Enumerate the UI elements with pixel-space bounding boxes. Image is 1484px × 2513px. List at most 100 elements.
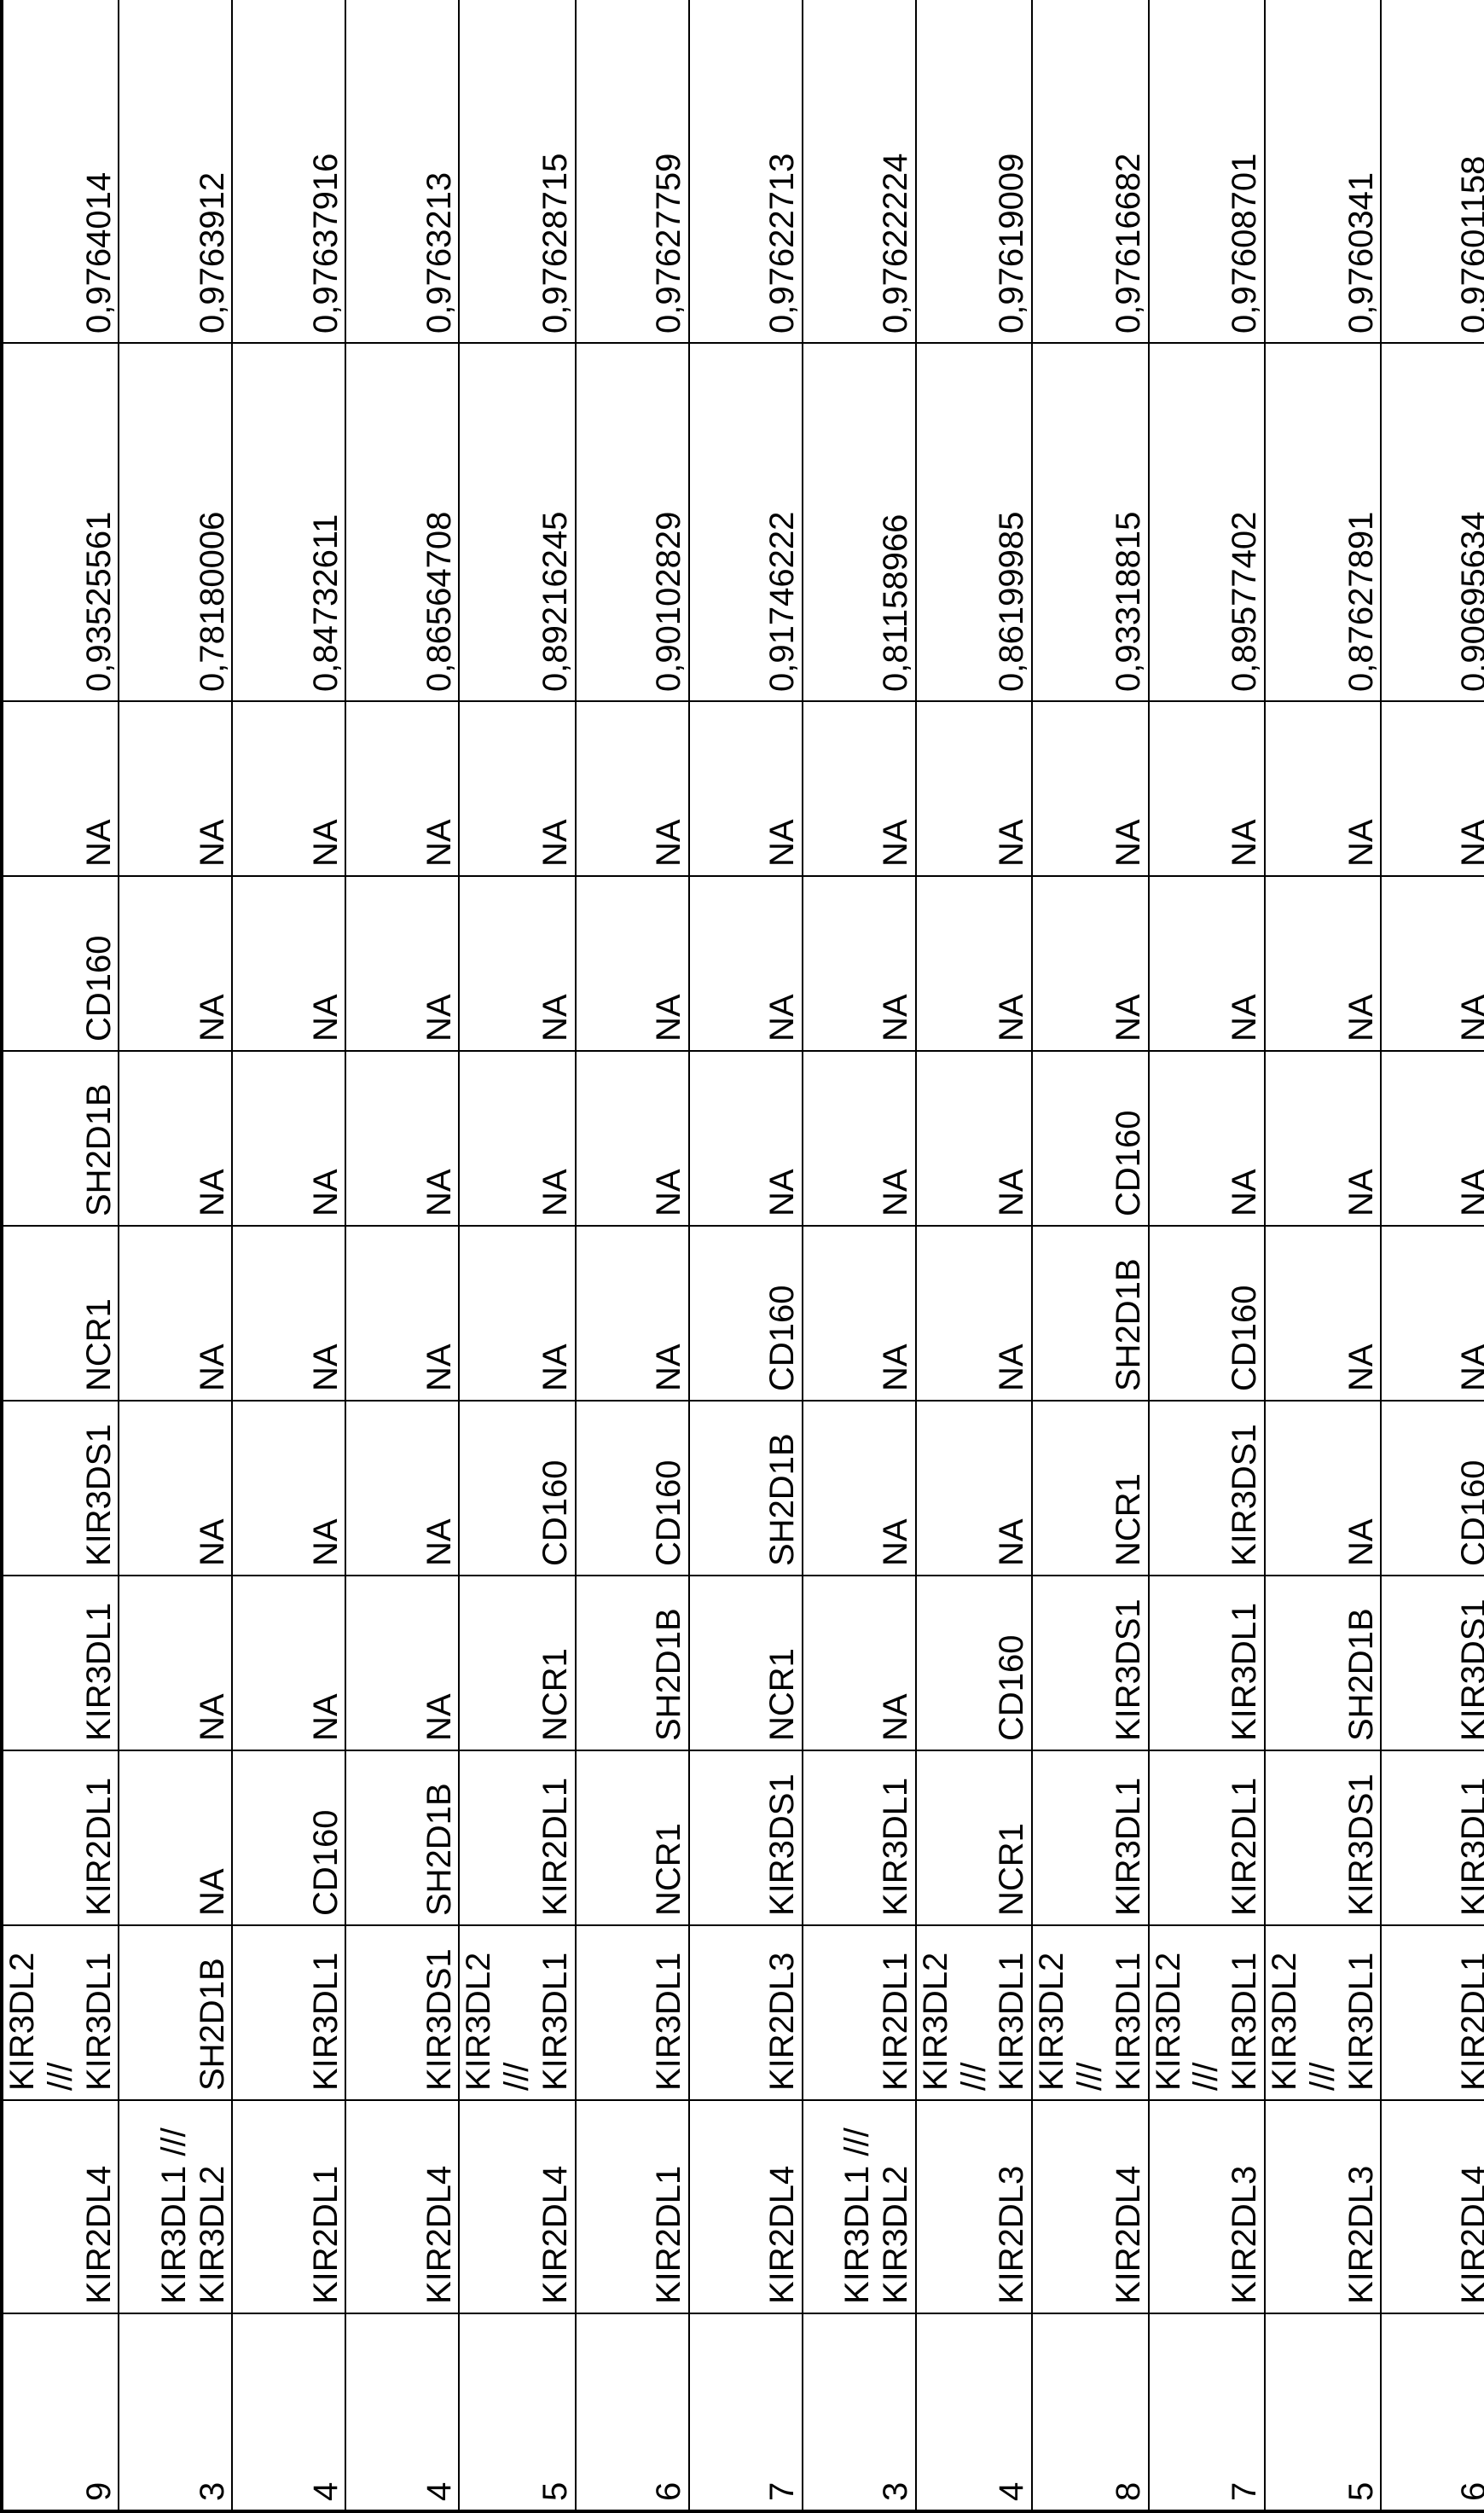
- gene-cell-5: NA: [802, 1401, 916, 1576]
- gene-cell-9: NA: [345, 701, 460, 876]
- gene-cell-1: KIR2DL4: [1032, 2100, 1149, 2313]
- gene-cell-4: NA: [802, 1576, 916, 1750]
- table-row: 4 KIR2DL4 KIR3DS1 SH2D1B NA NA NA NA NA NA 0,86564…: [345, 0, 460, 2511]
- row-index-cell: 6: [1381, 2313, 1484, 2511]
- gene-cell-1: KIR2DL3: [915, 2100, 1033, 2313]
- gene-cell-8: NA: [1264, 876, 1382, 1051]
- gene-cell-9: NA: [1381, 701, 1484, 876]
- gene-cell-7: NA: [119, 1051, 233, 1226]
- gene-cell-1: KIR2DL4: [2, 2100, 119, 2313]
- gene-cell-4: KIR3DL1: [2, 1576, 119, 1750]
- table-row: 6 KIR2DL1 KIR3DL1 NCR1 SH2D1B CD160 NA NA NA NA 0,…: [575, 0, 689, 2511]
- value-cell-1: 0,93318815: [1032, 343, 1149, 701]
- gene-cell-1: KIR2DL4: [345, 2100, 460, 2313]
- gene-cell-2: KIR2DL1: [802, 1925, 916, 2100]
- gene-cell-4: KIR3DS1: [1032, 1576, 1149, 1750]
- gene-cell-3: KIR3DL1: [1381, 1750, 1484, 1925]
- gene-cell-8: NA: [688, 876, 803, 1051]
- value-cell-2: 0,97628715: [459, 0, 576, 343]
- gene-cell-6: CD160: [1148, 1226, 1265, 1401]
- value-cell-1: 0,81158966: [802, 343, 916, 701]
- gene-cell-9: NA: [459, 701, 576, 876]
- gene-cell-5: CD160: [1381, 1401, 1484, 1576]
- gene-cell-4: KIR3DL1: [1148, 1576, 1265, 1750]
- value-cell-1: 0,90102829: [575, 343, 689, 701]
- gene-cell-1: KIR3DL1 /// KIR3DL2: [802, 2100, 916, 2313]
- row-index-cell: 5: [459, 2313, 576, 2511]
- gene-cell-1: KIR2DL1: [232, 2100, 346, 2313]
- gene-cell-6: CD160: [688, 1226, 803, 1401]
- gene-cell-7: NA: [1148, 1051, 1265, 1226]
- gene-cell-6: NA: [1381, 1226, 1484, 1401]
- table-row: 5 KIR2DL3 KIR3DL2 /// KIR3DL1 KIR3DS1 SH2D1B…: [1264, 0, 1382, 2511]
- gene-cell-7: NA: [688, 1051, 803, 1226]
- gene-cell-2: KIR3DL2 /// KIR3DL1: [2, 1925, 119, 2100]
- row-index-cell: 3: [802, 2313, 916, 2511]
- gene-cell-9: NA: [575, 701, 689, 876]
- gene-cell-2: KIR3DL2 /// KIR3DL1: [915, 1925, 1033, 2100]
- gene-cell-4: NCR1: [688, 1576, 803, 1750]
- gene-cell-8: NA: [459, 876, 576, 1051]
- value-cell-2: 0,9760341: [1264, 0, 1382, 343]
- value-cell-2: 0,97622713: [688, 0, 803, 343]
- value-cell-1: 0,78180006: [119, 343, 233, 701]
- table-row: 3 KIR3DL1 /// KIR3DL2 KIR2DL1 KIR3DL1 NA NA NA…: [802, 0, 916, 2511]
- row-index-cell: 4: [232, 2313, 346, 2511]
- value-cell-1: 0,86564708: [345, 343, 460, 701]
- gene-cell-1: KIR2DL4: [1381, 2100, 1484, 2313]
- gene-cell-5: CD160: [575, 1401, 689, 1576]
- gene-cell-3: KIR3DS1: [688, 1750, 803, 1925]
- value-cell-2: 0,97616682: [1032, 0, 1149, 343]
- gene-cell-6: NA: [345, 1226, 460, 1401]
- gene-cell-5: KIR3DS1: [1148, 1401, 1265, 1576]
- row-index-cell: 6: [575, 2313, 689, 2511]
- gene-cell-3: NA: [119, 1750, 233, 1925]
- gene-cell-4: KIR3DS1: [1381, 1576, 1484, 1750]
- gene-cell-3: NCR1: [915, 1750, 1033, 1925]
- value-cell-2: 0,97601158: [1381, 0, 1484, 343]
- gene-cell-3: KIR3DL1: [1032, 1750, 1149, 1925]
- table-row: 7 KIR2DL3 KIR3DL2 /// KIR3DL1 KIR2DL1 KIR3DL…: [1148, 0, 1265, 2511]
- gene-cell-7: NA: [802, 1051, 916, 1226]
- gene-cell-9: NA: [2, 701, 119, 876]
- gene-cell-8: NA: [119, 876, 233, 1051]
- gene-cell-5: NA: [232, 1401, 346, 1576]
- gene-cell-7: NA: [345, 1051, 460, 1226]
- gene-cell-8: NA: [1381, 876, 1484, 1051]
- gene-cell-9: NA: [1264, 701, 1382, 876]
- row-index-cell: 5: [1264, 2313, 1382, 2511]
- gene-cell-2: KIR3DL2 /// KIR3DL1: [1264, 1925, 1382, 2100]
- gene-cell-9: NA: [119, 701, 233, 876]
- gene-cell-7: NA: [232, 1051, 346, 1226]
- gene-cell-4: CD160: [915, 1576, 1033, 1750]
- value-cell-1: 0,93525561: [2, 343, 119, 701]
- gene-cell-6: SH2D1B: [1032, 1226, 1149, 1401]
- value-cell-1: 0,91746222: [688, 343, 803, 701]
- gene-cell-9: NA: [802, 701, 916, 876]
- gene-cell-9: NA: [1148, 701, 1265, 876]
- gene-cell-4: NCR1: [459, 1576, 576, 1750]
- gene-cell-6: NA: [915, 1226, 1033, 1401]
- value-cell-2: 0,9763912: [119, 0, 233, 343]
- value-cell-1: 0,90695634: [1381, 343, 1484, 701]
- gene-cell-8: CD160: [2, 876, 119, 1051]
- row-index-cell: 4: [915, 2313, 1033, 2511]
- gene-cell-3: KIR3DS1: [1264, 1750, 1382, 1925]
- gene-cell-7: NA: [915, 1051, 1033, 1226]
- gene-cell-6: NA: [802, 1226, 916, 1401]
- table-row: 4 KIR2DL1 KIR3DL1 CD160 NA NA NA NA NA NA 0,847326…: [232, 0, 346, 2511]
- gene-cell-5: NA: [1264, 1401, 1382, 1576]
- table-row: 3 KIR3DL1 /// KIR3DL2 SH2D1B NA NA NA NA NA NA NA…: [119, 0, 233, 2511]
- gene-cell-1: KIR3DL1 /// KIR3DL2: [119, 2100, 233, 2313]
- gene-cell-2: KIR3DS1: [345, 1925, 460, 2100]
- value-cell-2: 0,97619009: [915, 0, 1033, 343]
- gene-cell-7: NA: [459, 1051, 576, 1226]
- gene-cell-8: NA: [1032, 876, 1149, 1051]
- gene-cell-4: SH2D1B: [1264, 1576, 1382, 1750]
- gene-cell-8: NA: [915, 876, 1033, 1051]
- value-cell-1: 0,84732611: [232, 343, 346, 701]
- gene-cell-7: SH2D1B: [2, 1051, 119, 1226]
- gene-cell-8: NA: [232, 876, 346, 1051]
- gene-cell-5: NA: [915, 1401, 1033, 1576]
